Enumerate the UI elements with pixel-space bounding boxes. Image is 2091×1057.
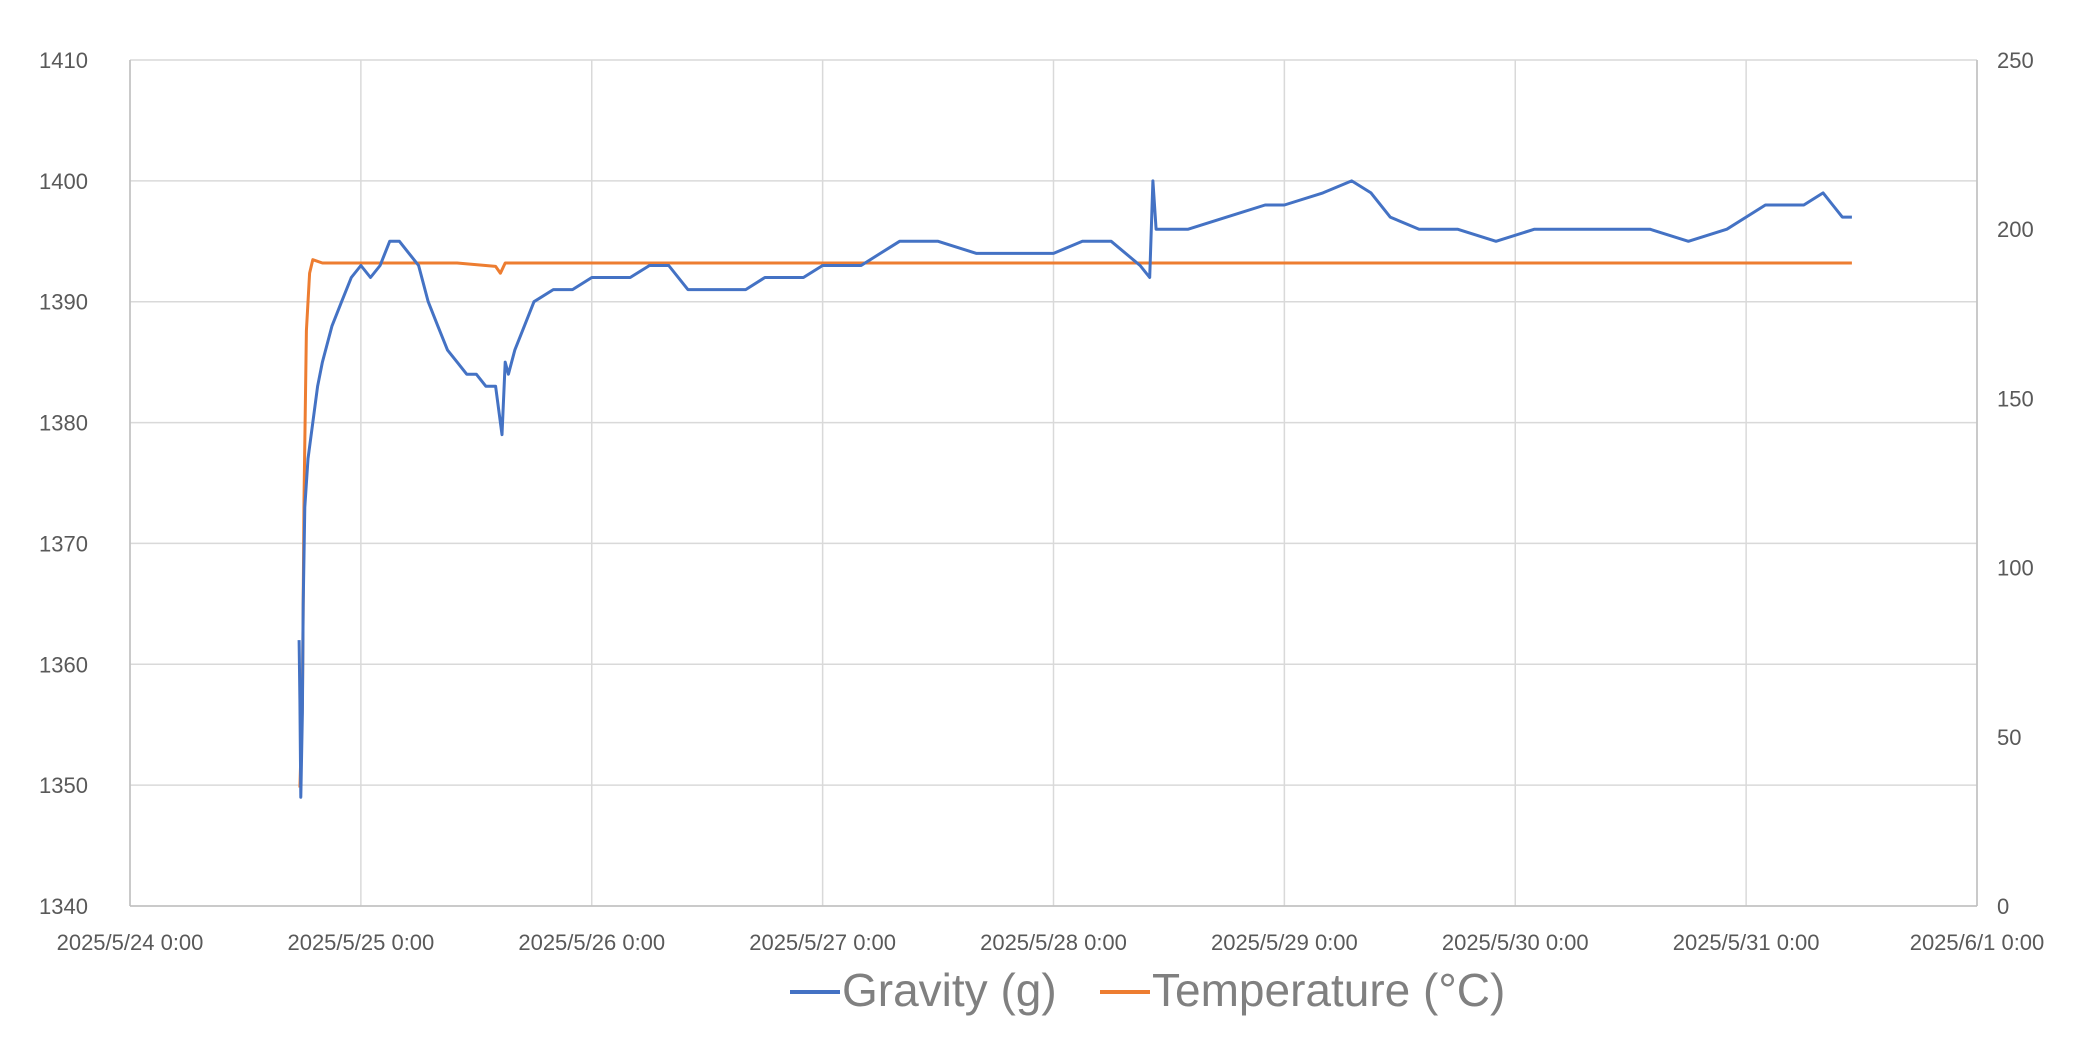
x-tick-label: 2025/5/27 0:00 [749,930,896,955]
y-left-tick-label: 1400 [39,169,88,194]
legend-label: Temperature (°C) [1152,964,1505,1016]
x-tick-label: 2025/5/30 0:00 [1442,930,1589,955]
temperature-series-line [298,258,1852,788]
y-right-tick-label: 200 [1997,217,2034,242]
y-right-tick-label: 150 [1997,386,2034,411]
legend: Gravity (g) Temperature (°C) [790,964,1505,1016]
x-tick-label: 2025/5/29 0:00 [1211,930,1358,955]
series-area [297,179,1852,799]
x-tick-label: 2025/6/1 0:00 [1910,930,2045,955]
y-left-tick-label: 1380 [39,411,88,436]
y-left-tick-label: 1370 [39,531,88,556]
y-right-tick-label: 250 [1997,48,2034,73]
y-right-tick-label: 50 [1997,725,2021,750]
y-left-tick-label: 1360 [39,652,88,677]
x-tick-label: 2025/5/31 0:00 [1673,930,1820,955]
y-left-tick-label: 1390 [39,290,88,315]
y-right-tick-label: 0 [1997,894,2009,919]
legend-label: Gravity (g) [842,964,1057,1016]
y-right-tick-label: 100 [1997,556,2034,581]
axes: 1340 1350 1360 1370 1380 1390 1400 1410 0 50 100 15… [39,48,2044,955]
grid [129,59,1978,907]
y-left-tick-label: 1350 [39,773,88,798]
x-tick-label: 2025/5/25 0:00 [287,930,434,955]
x-tick-label: 2025/5/24 0:00 [57,930,204,955]
gravity-series-line [297,179,1852,799]
x-tick-label: 2025/5/26 0:00 [518,930,665,955]
y-left-tick-label: 1340 [39,894,88,919]
y-left-tick-label: 1410 [39,48,88,73]
x-tick-label: 2025/5/28 0:00 [980,930,1127,955]
